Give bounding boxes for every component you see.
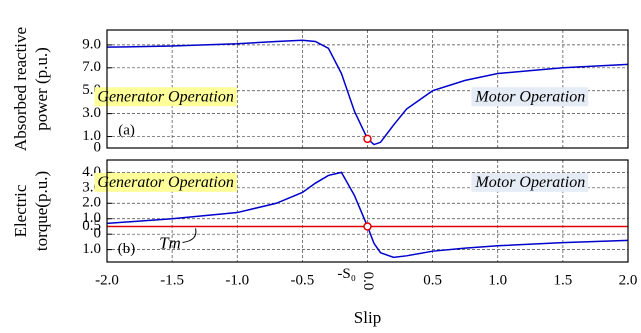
x-tick-label: -2.0: [95, 272, 119, 288]
x-tick-label: 1.0: [488, 272, 507, 288]
plot-frame: [106, 29, 629, 149]
annotation: (a): [118, 122, 135, 138]
plot-frame: [106, 159, 629, 263]
y-tick-label: 1.0: [82, 241, 101, 257]
y-tick-label: 0: [94, 226, 102, 242]
annotation: Generator Operation: [97, 174, 233, 191]
x-tick-label: -1.0: [225, 272, 249, 288]
y-tick-label: 1.0: [82, 128, 101, 144]
marker: [363, 222, 372, 231]
annotation: Generator Operation: [97, 88, 233, 105]
x-tick-label: 1.5: [554, 272, 573, 288]
x-tick-label: 2.0: [619, 272, 638, 288]
x-tick-label: 0.0: [360, 272, 376, 291]
y-tick-label: 7.0: [82, 59, 101, 75]
annotation: (b): [118, 241, 136, 257]
annotation-box: [94, 87, 237, 107]
annotation: Motor Operation: [474, 88, 585, 105]
y-axis-label: Absorbed reactive: [11, 27, 30, 151]
y-tick-label: 1.0: [82, 210, 101, 226]
y-axis-label: power (p.u.): [32, 47, 51, 131]
annotation-box: [471, 87, 589, 107]
y-axis-label: Electric: [11, 184, 30, 237]
y-tick-label: 9.0: [82, 36, 101, 52]
reference-label: Tm: [159, 233, 181, 252]
reference-arrow: [182, 228, 197, 243]
annotation-box: [471, 172, 589, 192]
y-tick-label: 3.0: [82, 105, 101, 121]
x-tick-label: -0.5: [291, 272, 315, 288]
annotation-box: [94, 172, 237, 192]
y-axis-label: torque(p.u.): [32, 171, 51, 251]
annotation: -S₀: [337, 266, 356, 282]
x-tick-label: -1.5: [160, 272, 184, 288]
y-tick-label: 0.5: [82, 218, 101, 234]
annotation: Motor Operation: [474, 174, 585, 191]
y-tick-label: 2.0: [82, 195, 101, 211]
marker: [363, 134, 372, 144]
x-tick-label: 0.5: [423, 272, 442, 288]
y-tick-label: 0: [94, 139, 102, 155]
x-axis-label: Slip: [354, 308, 381, 327]
